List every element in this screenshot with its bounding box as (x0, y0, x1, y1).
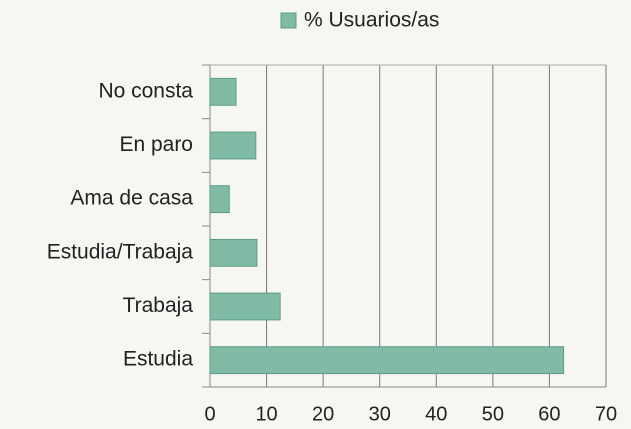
bar (209, 131, 257, 160)
x-tick-label: 60 (538, 403, 560, 425)
bar (209, 238, 258, 267)
bar (209, 346, 565, 375)
x-tick-label: 40 (425, 403, 447, 425)
y-tick-label: En paro (119, 133, 193, 156)
bar (209, 77, 237, 106)
y-tick-label: Ama de casa (70, 187, 193, 210)
x-tick-label: 50 (482, 403, 504, 425)
x-tick-label: 70 (595, 403, 617, 425)
bar (209, 185, 230, 214)
bar (209, 292, 281, 321)
x-tick-label: 0 (204, 403, 215, 425)
y-tick-label: Trabaja (123, 294, 194, 317)
y-tick-label: No consta (98, 79, 193, 102)
x-tick-label: 10 (255, 403, 277, 425)
y-tick-label: Estudia/Trabaja (47, 240, 194, 263)
x-tick-label: 20 (312, 403, 334, 425)
y-tick-label: Estudia (123, 348, 193, 371)
legend-label: % Usuarios/as (304, 9, 439, 32)
legend-swatch (280, 12, 297, 29)
x-tick-label: 30 (369, 403, 391, 425)
